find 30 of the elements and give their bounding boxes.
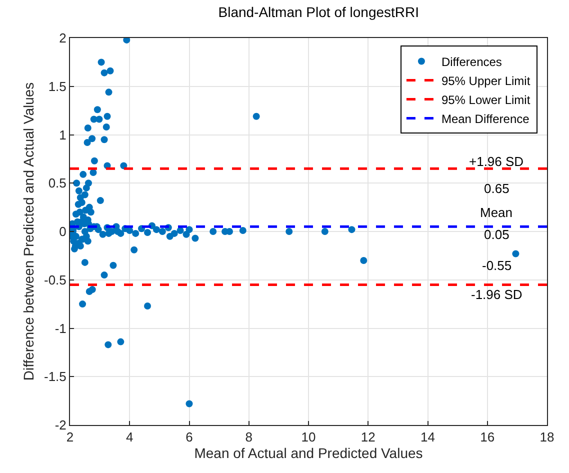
annotation: 0.65: [484, 181, 510, 196]
annotation: 0.05: [484, 227, 510, 242]
x-tick-label: 14: [420, 430, 435, 445]
legend-label: Mean Difference: [441, 112, 530, 126]
x-tick-label: 4: [126, 430, 134, 445]
annotation: +1.96 SD: [469, 154, 524, 169]
y-tick-label: 2: [59, 30, 66, 46]
y-tick-label: 1: [59, 127, 66, 142]
annotation: -0.55: [482, 258, 512, 273]
x-tick-label: 6: [186, 430, 193, 445]
y-tick-label: -1.5: [44, 369, 66, 384]
chart-title: Bland-Altman Plot of longestRRI: [218, 4, 420, 20]
legend-label: 95% Upper Limit: [441, 74, 531, 88]
legend-label: Differences: [441, 54, 502, 69]
x-tick-label: 18: [540, 430, 554, 445]
y-tick-label: -0.5: [44, 272, 66, 288]
annotation: -1.96 SD: [471, 287, 522, 302]
y-tick-label: 0: [59, 224, 66, 240]
y-axis-title: Difference between Predicted and Actual Values: [20, 82, 37, 381]
y-tick-label: 0.5: [48, 176, 66, 191]
legend-label: 95% Lower Limit: [441, 92, 531, 107]
x-tick-label: 8: [245, 430, 252, 445]
x-axis-title: Mean of Actual and Predicted Values: [194, 444, 423, 461]
y-tick-label: -1: [54, 320, 66, 336]
y-tick-label: -2: [54, 418, 66, 433]
annotation: Mean: [480, 205, 513, 220]
x-tick-label: 16: [480, 430, 495, 445]
x-tick-label: 12: [360, 430, 376, 445]
y-tick-label: 1.5: [48, 78, 66, 94]
x-tick-label: 10: [301, 430, 316, 445]
